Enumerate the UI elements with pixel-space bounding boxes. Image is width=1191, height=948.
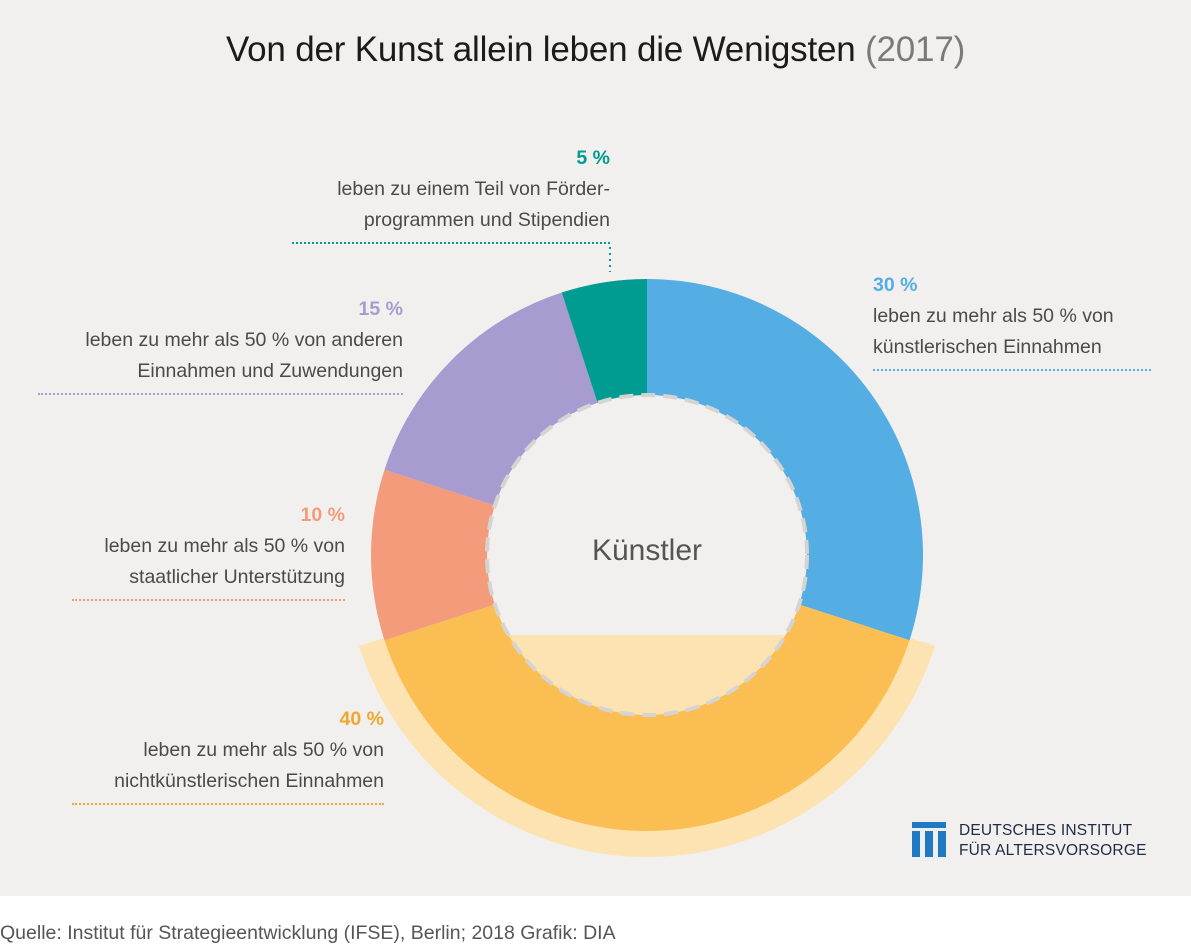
center-dashed-ring	[485, 393, 809, 717]
pct-label-10: 10 %	[300, 504, 345, 526]
center-label: Künstler	[591, 534, 703, 567]
dotted-underline	[292, 242, 610, 244]
slice-15-percent	[384, 292, 598, 506]
label-slice-15: 15 % leben zu mehr als 50 % von anderen …	[20, 294, 403, 395]
dotted-underline	[38, 393, 403, 395]
label-line: leben zu einem Teil von Förder-	[337, 178, 610, 200]
logo-text: DEUTSCHES INSTITUT FÜR ALTERSVORSORGE	[959, 821, 1147, 861]
dia-logo-icon	[912, 822, 946, 857]
slice-40-percent	[384, 604, 910, 832]
pct-label-40: 40 %	[339, 708, 384, 730]
pct-label-5: 5 %	[576, 147, 610, 169]
logo-line-2: FÜR ALTERSVORSORGE	[959, 842, 1147, 859]
label-line: leben zu mehr als 50 % von	[143, 739, 384, 761]
label-line: leben zu mehr als 50 % von anderen	[85, 329, 403, 351]
label-line: leben zu mehr als 50 % von	[104, 535, 345, 557]
chart-title: Von der Kunst allein leben die Wenigsten…	[0, 30, 1191, 70]
label-slice-10: 10 % leben zu mehr als 50 % von staatlic…	[40, 500, 345, 601]
source-note: Quelle: Institut für Strategieentwicklun…	[0, 922, 616, 944]
dotted-underline	[873, 369, 1151, 371]
label-line: Einnahmen und Zuwendungen	[137, 360, 403, 382]
pct-label-15: 15 %	[358, 298, 403, 320]
title-text: Von der Kunst allein leben die Wenigsten	[225, 30, 856, 69]
label-line: staatlicher Unterstützung	[129, 566, 345, 588]
label-line: programmen und Stipendien	[363, 209, 610, 231]
slice-10-percent	[371, 469, 495, 641]
label-line: leben zu mehr als 50 % von	[873, 305, 1114, 327]
label-slice-5: 5 % leben zu einem Teil von Förder- prog…	[270, 143, 610, 244]
label-line: künstlerischen Einnahmen	[873, 336, 1102, 358]
title-year: (2017)	[865, 30, 966, 69]
label-line: nichtkünstlerischen Einnahmen	[114, 770, 384, 792]
label-slice-40: 40 % leben zu mehr als 50 % von nichtkün…	[40, 704, 384, 805]
slice-5-percent	[561, 279, 647, 403]
label-slice-30: 30 % leben zu mehr als 50 % von künstler…	[873, 270, 1163, 371]
logo-line-1: DEUTSCHES INSTITUT	[959, 822, 1133, 839]
pct-label-30: 30 %	[873, 274, 918, 296]
slice-30-percent	[647, 279, 923, 641]
dotted-underline	[72, 599, 345, 601]
dotted-underline	[72, 803, 384, 805]
